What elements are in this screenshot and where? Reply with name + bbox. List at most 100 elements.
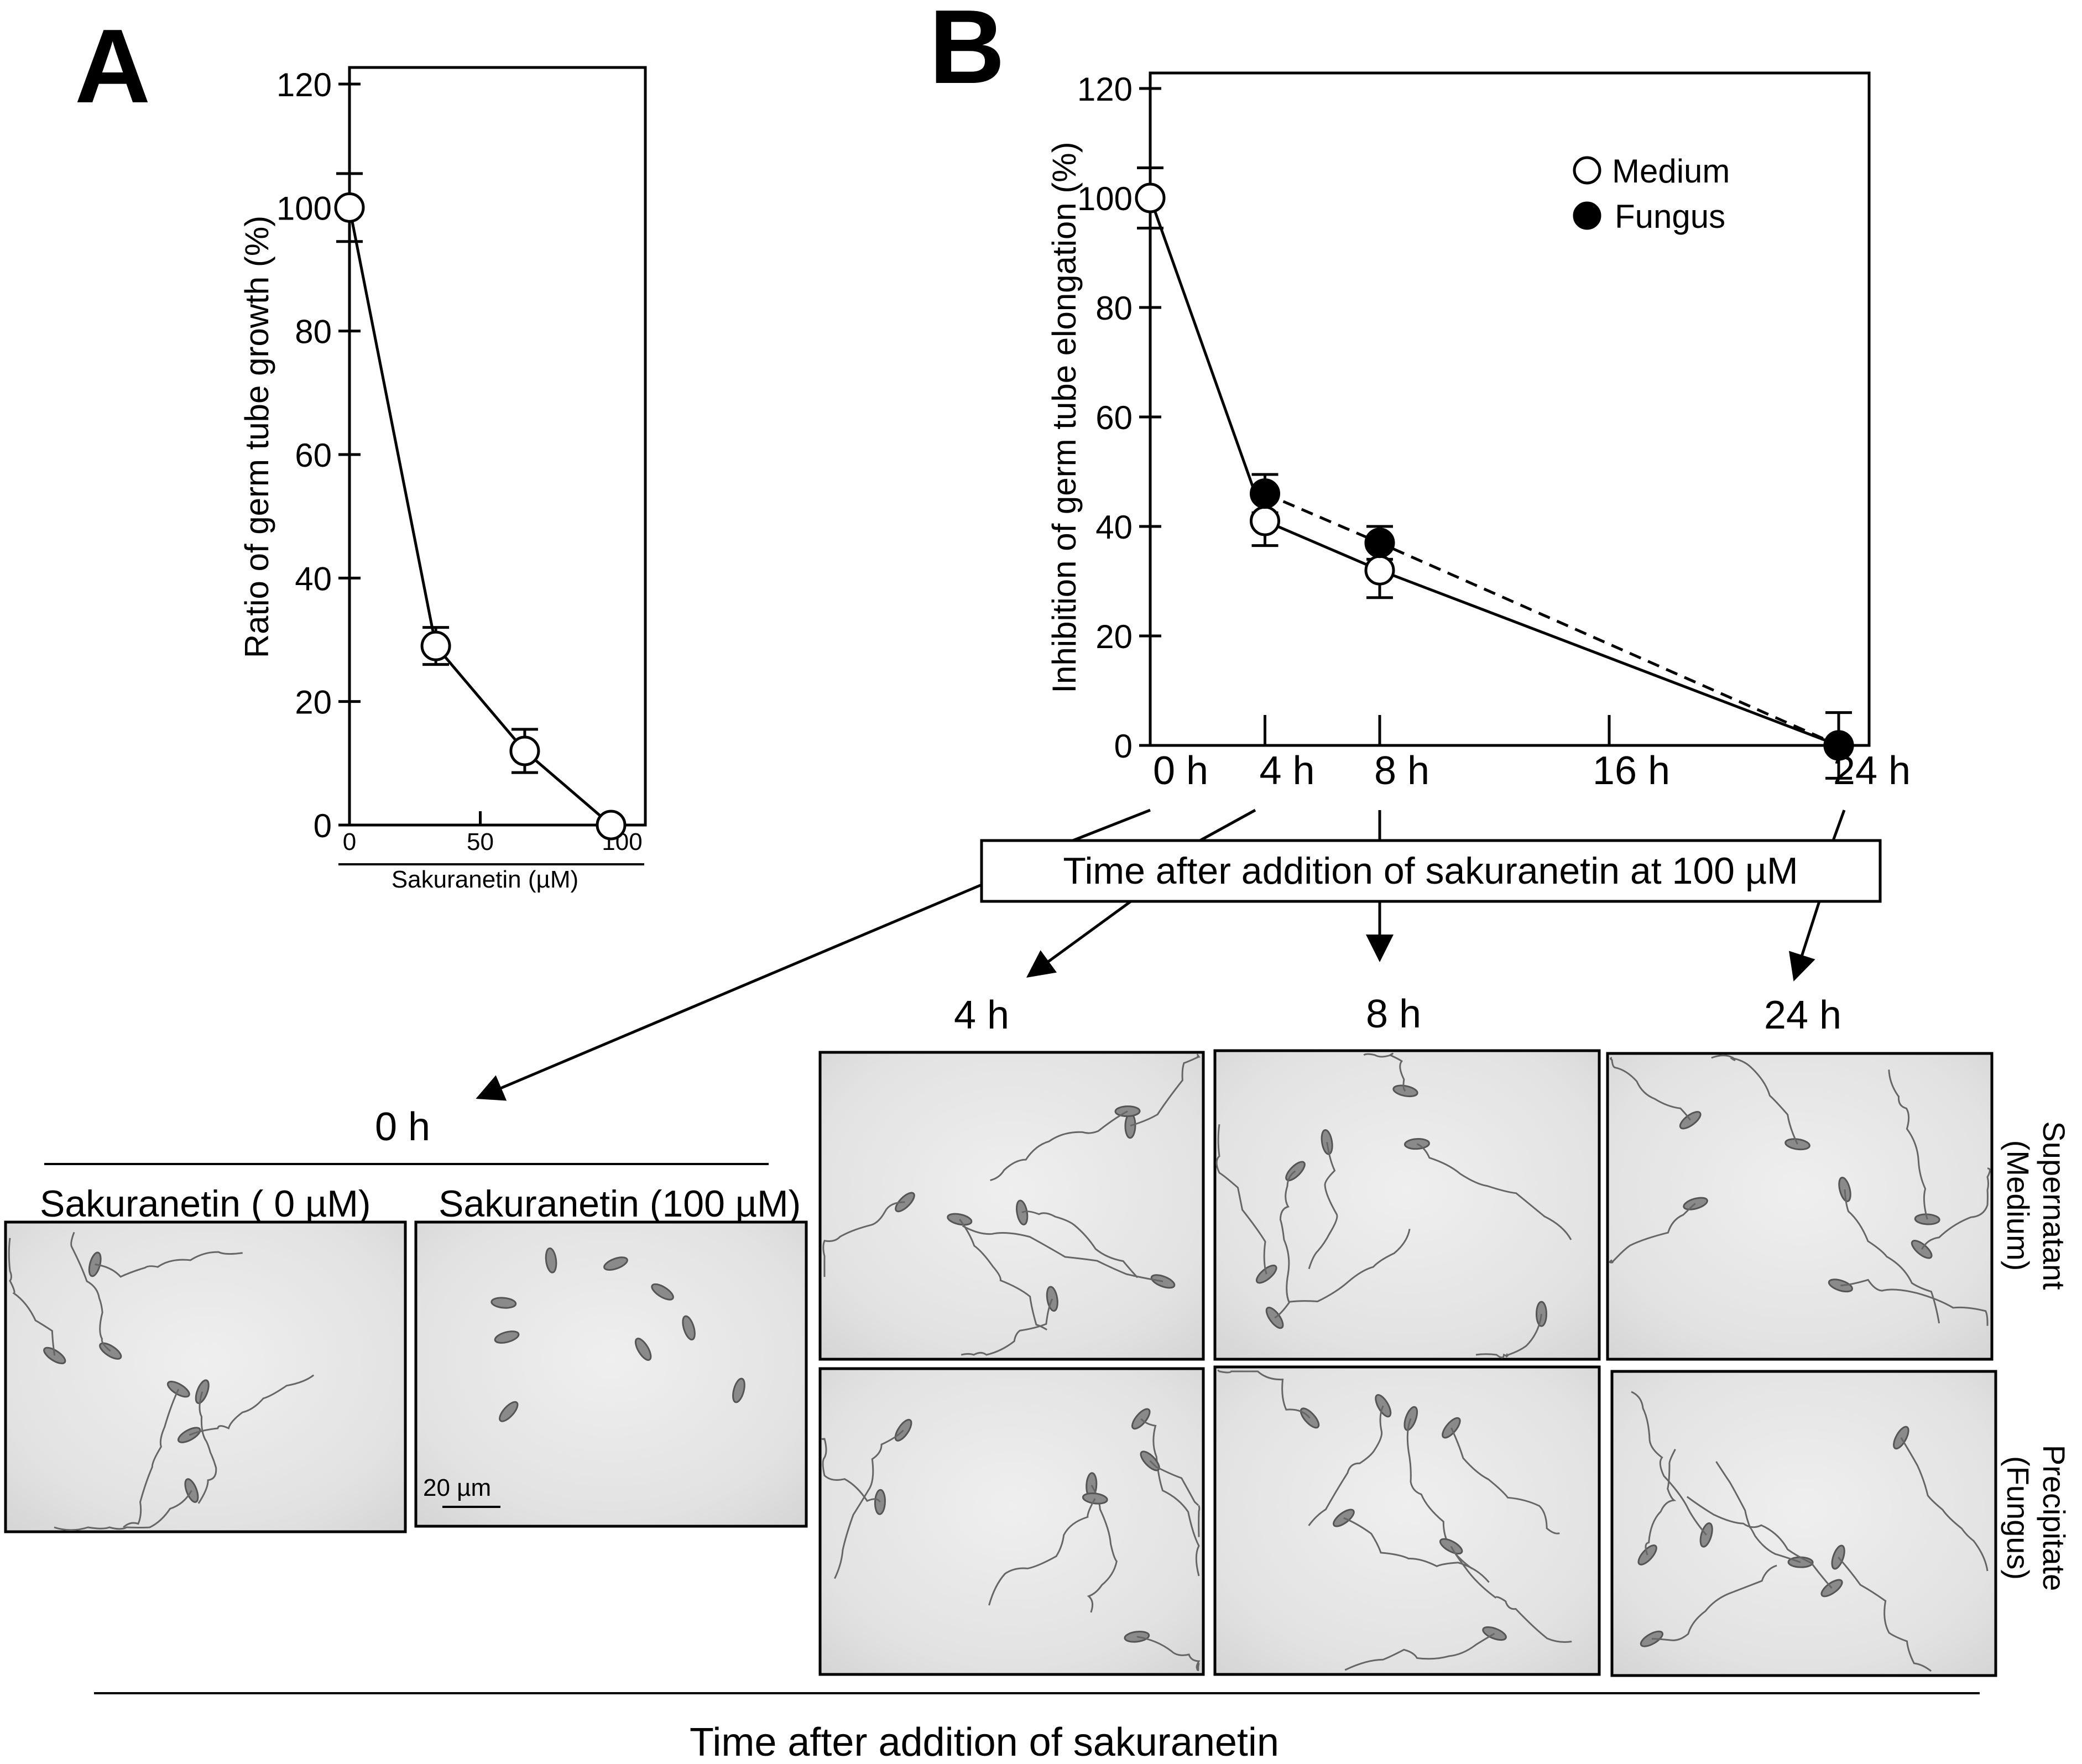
chart-b-lines [1149, 197, 1840, 747]
germ-tube [1363, 1052, 1406, 1092]
legend-marker-fungus [1573, 201, 1601, 230]
spore [499, 1401, 519, 1422]
a-data-point [596, 810, 627, 841]
a-data-point [334, 192, 365, 223]
legend-marker-medium [1573, 156, 1601, 185]
germ-tube [821, 1438, 881, 1503]
germ-tube [1631, 1391, 1707, 1536]
b-x-tick-label: 16 h [1593, 749, 1670, 793]
chart-a-y-ticks: 0 20 40 60 80 100 120 [276, 66, 361, 844]
b-data-point [1823, 730, 1854, 761]
legend-label-medium: Medium [1612, 153, 1730, 190]
legend-label-fungus: Fungus [1615, 198, 1725, 235]
germ-tube [197, 1391, 217, 1504]
chart-b-y-ticks: 0 20 40 60 80 100 120 [1077, 71, 1161, 765]
b-y-tick-label: 0 [1114, 728, 1133, 765]
germ-tube [1215, 1124, 1267, 1275]
scale-bar-label: 20 µm [423, 1474, 491, 1501]
a-y-tick-label: 0 [314, 807, 332, 844]
germ-tube [54, 1490, 192, 1531]
precipitate-sub-label: (Fungus) [2001, 1456, 2036, 1580]
germ-tube [990, 1110, 1128, 1181]
germ-tube [988, 1498, 1096, 1606]
germ-tube [1645, 1449, 1677, 1556]
germ-tube [1021, 1210, 1139, 1278]
germ-tube [961, 1298, 1053, 1356]
time-label-box-text: Time after addition of sakuranetin at 10… [1063, 850, 1798, 892]
germ-tube [834, 1429, 904, 1579]
micrograph-panel [414, 1220, 808, 1528]
a-series-line-0 [348, 207, 612, 826]
chart-b-y-axis-title: Inhibition of germ tube elongation (%) [1046, 142, 1083, 693]
chart-a-frame [348, 66, 647, 827]
chart-a-error-bars [336, 172, 538, 774]
chart-a-y-axis-title: Ratio of germ tube growth (%) [238, 216, 275, 658]
b-y-tick-label: 120 [1077, 71, 1133, 108]
germ-tube [1900, 1437, 1989, 1572]
a-x-tick-label: 50 [467, 828, 494, 855]
chart-b-points [1135, 182, 1854, 761]
spore [634, 1338, 652, 1361]
b-x-tick-label: 0 h [1153, 749, 1208, 793]
germ-tube [95, 1251, 243, 1278]
time-label-4h: 4 h [954, 993, 1009, 1037]
chart-a-x-ticks: 0 50 100 [343, 811, 643, 855]
panel-letter-a: A [75, 8, 150, 125]
germ-tube [123, 1389, 180, 1528]
b-x-tick-label: 4 h [1259, 749, 1314, 793]
arrow-0h-top [1072, 808, 1151, 842]
germ-tube [962, 1225, 1163, 1282]
arrows [476, 808, 1846, 1101]
germ-tube [189, 1374, 315, 1436]
micrograph-frame [818, 1051, 1205, 1361]
chart-b-frame [1149, 71, 1871, 747]
germ-tube [8, 1238, 56, 1356]
germ-tube [1279, 1170, 1296, 1303]
germ-tube [1711, 1055, 1798, 1145]
sakuranetin-100-label: Sakuranetin (100 µM) [439, 1183, 801, 1225]
spore [603, 1256, 628, 1271]
supernatant-label: Supernatant [2037, 1121, 2071, 1290]
chart-a-lines [348, 207, 612, 826]
a-y-tick-label: 40 [295, 560, 332, 597]
micrograph-panel [1213, 1049, 1601, 1361]
spore [491, 1297, 517, 1309]
b-series-line-0 [1149, 197, 1839, 747]
germ-tube [1838, 1557, 1932, 1672]
a-x-tick-label: 0 [343, 828, 356, 855]
micrographs [4, 1049, 1997, 1677]
germ-tube [1610, 1057, 1691, 1121]
micrograph-frame [414, 1220, 808, 1528]
germ-tube [1651, 1564, 1777, 1641]
b-y-tick-label: 40 [1095, 509, 1133, 546]
b-data-point [1135, 182, 1166, 213]
germ-tube [1308, 1405, 1384, 1526]
germ-tube [1888, 1069, 1928, 1220]
chart-a-points [334, 192, 627, 841]
a-data-point [509, 735, 540, 766]
micrograph-frame [1213, 1049, 1601, 1361]
bottom-label: Time after addition of sakuranetin [690, 1720, 1279, 1764]
spore [494, 1330, 520, 1344]
a-y-tick-label: 60 [295, 437, 332, 474]
germ-tube [1416, 1143, 1572, 1240]
micrograph-panel [1610, 1370, 1997, 1677]
panel-letter-b: B [929, 0, 1005, 106]
micrograph-frame [1610, 1370, 1997, 1677]
time-label-24h: 24 h [1764, 993, 1841, 1037]
a-y-tick-label: 120 [276, 66, 332, 103]
arrow-0h [476, 883, 982, 1101]
arrow-4h-top [1199, 808, 1256, 842]
b-y-tick-label: 20 [1095, 618, 1133, 655]
germ-tube [1149, 1460, 1201, 1537]
time-label-box [980, 839, 1882, 903]
arrow-24h [1788, 901, 1821, 982]
micrograph-frame [1606, 1052, 1994, 1361]
germ-tube [1140, 1418, 1200, 1577]
germ-tube [1921, 1167, 1991, 1250]
a-data-point [420, 630, 451, 661]
chart-a-x-axis-title: Sakuranetin (µM) [392, 866, 578, 893]
germ-tube [70, 1231, 111, 1352]
